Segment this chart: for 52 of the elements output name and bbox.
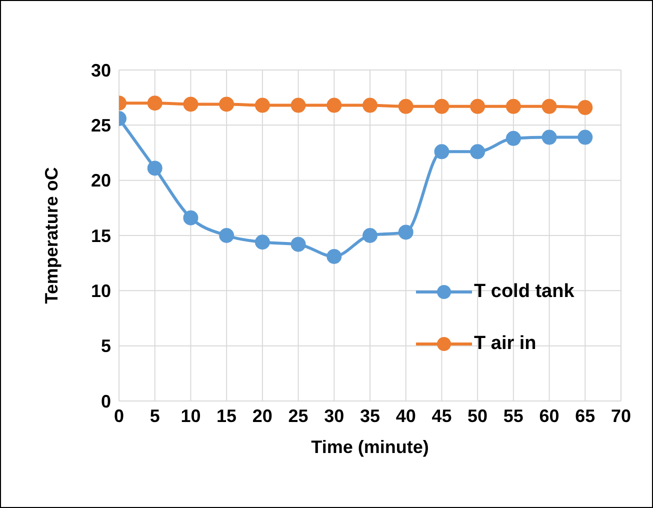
x-tick-label: 10 — [180, 406, 201, 426]
x-tick-label: 30 — [324, 406, 344, 426]
point — [578, 130, 593, 145]
point — [290, 236, 306, 252]
y-tick-label: 30 — [90, 60, 111, 80]
x-tick-label: 60 — [539, 406, 560, 426]
point — [470, 98, 486, 114]
y-tick-label: 10 — [90, 281, 111, 302]
point — [434, 98, 450, 114]
point — [542, 130, 557, 145]
point — [470, 144, 486, 160]
point — [362, 98, 378, 113]
point — [578, 100, 593, 116]
point — [434, 144, 450, 160]
y-tick-label: 5 — [100, 336, 111, 356]
legend-label: T cold tank — [474, 281, 574, 303]
point — [326, 248, 342, 264]
y-tick-label: 0 — [100, 391, 111, 412]
point — [254, 234, 270, 250]
point — [290, 98, 306, 113]
x-tick-label: 50 — [468, 406, 488, 426]
point — [398, 224, 414, 240]
point — [362, 228, 378, 243]
x-tick-label: 55 — [503, 406, 524, 426]
point — [542, 98, 557, 114]
x-tick-label: 65 — [575, 406, 596, 426]
point — [147, 96, 162, 111]
x-tick-label: 0 — [114, 406, 124, 426]
x-axis-title: Time (minute) — [311, 437, 429, 457]
point — [183, 96, 198, 112]
point — [254, 98, 270, 113]
point — [183, 210, 198, 226]
y-axis-title: Temperature oC — [41, 167, 62, 304]
x-tick-label: 35 — [360, 406, 380, 426]
point — [506, 98, 521, 114]
x-tick-label: 5 — [150, 406, 160, 426]
legend-label: T air in — [474, 333, 536, 355]
point — [398, 98, 414, 114]
y-tick-label: 20 — [90, 170, 111, 191]
point — [219, 96, 234, 112]
point — [326, 98, 342, 113]
x-tick-label: 40 — [396, 406, 416, 426]
x-tick-label: 15 — [216, 406, 237, 426]
point — [219, 228, 234, 243]
y-tick-label: 15 — [90, 226, 111, 246]
y-tick-label: 25 — [90, 116, 111, 136]
point — [506, 130, 521, 146]
x-tick-label: 70 — [610, 406, 632, 426]
x-tick-label: 45 — [432, 406, 452, 426]
point — [147, 160, 162, 176]
x-tick-label: 25 — [288, 406, 308, 426]
x-tick-label: 20 — [252, 406, 272, 426]
